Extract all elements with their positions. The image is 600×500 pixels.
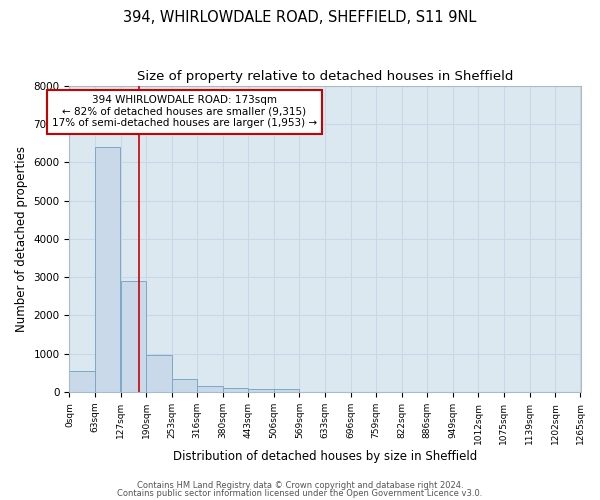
X-axis label: Distribution of detached houses by size in Sheffield: Distribution of detached houses by size …: [173, 450, 477, 462]
Text: 394 WHIRLOWDALE ROAD: 173sqm
← 82% of detached houses are smaller (9,315)
17% of: 394 WHIRLOWDALE ROAD: 173sqm ← 82% of de…: [52, 95, 317, 128]
Bar: [70, 371, 95, 392]
Bar: [248, 389, 274, 392]
Bar: [95, 147, 121, 392]
Bar: [223, 388, 248, 392]
Bar: [121, 281, 146, 392]
Y-axis label: Number of detached properties: Number of detached properties: [15, 146, 28, 332]
Title: Size of property relative to detached houses in Sheffield: Size of property relative to detached ho…: [137, 70, 513, 83]
Bar: [146, 354, 172, 392]
Text: Contains public sector information licensed under the Open Government Licence v3: Contains public sector information licen…: [118, 488, 482, 498]
Bar: [274, 389, 299, 392]
Text: 394, WHIRLOWDALE ROAD, SHEFFIELD, S11 9NL: 394, WHIRLOWDALE ROAD, SHEFFIELD, S11 9N…: [124, 10, 476, 25]
Text: Contains HM Land Registry data © Crown copyright and database right 2024.: Contains HM Land Registry data © Crown c…: [137, 481, 463, 490]
Bar: [197, 386, 223, 392]
Bar: [172, 378, 197, 392]
